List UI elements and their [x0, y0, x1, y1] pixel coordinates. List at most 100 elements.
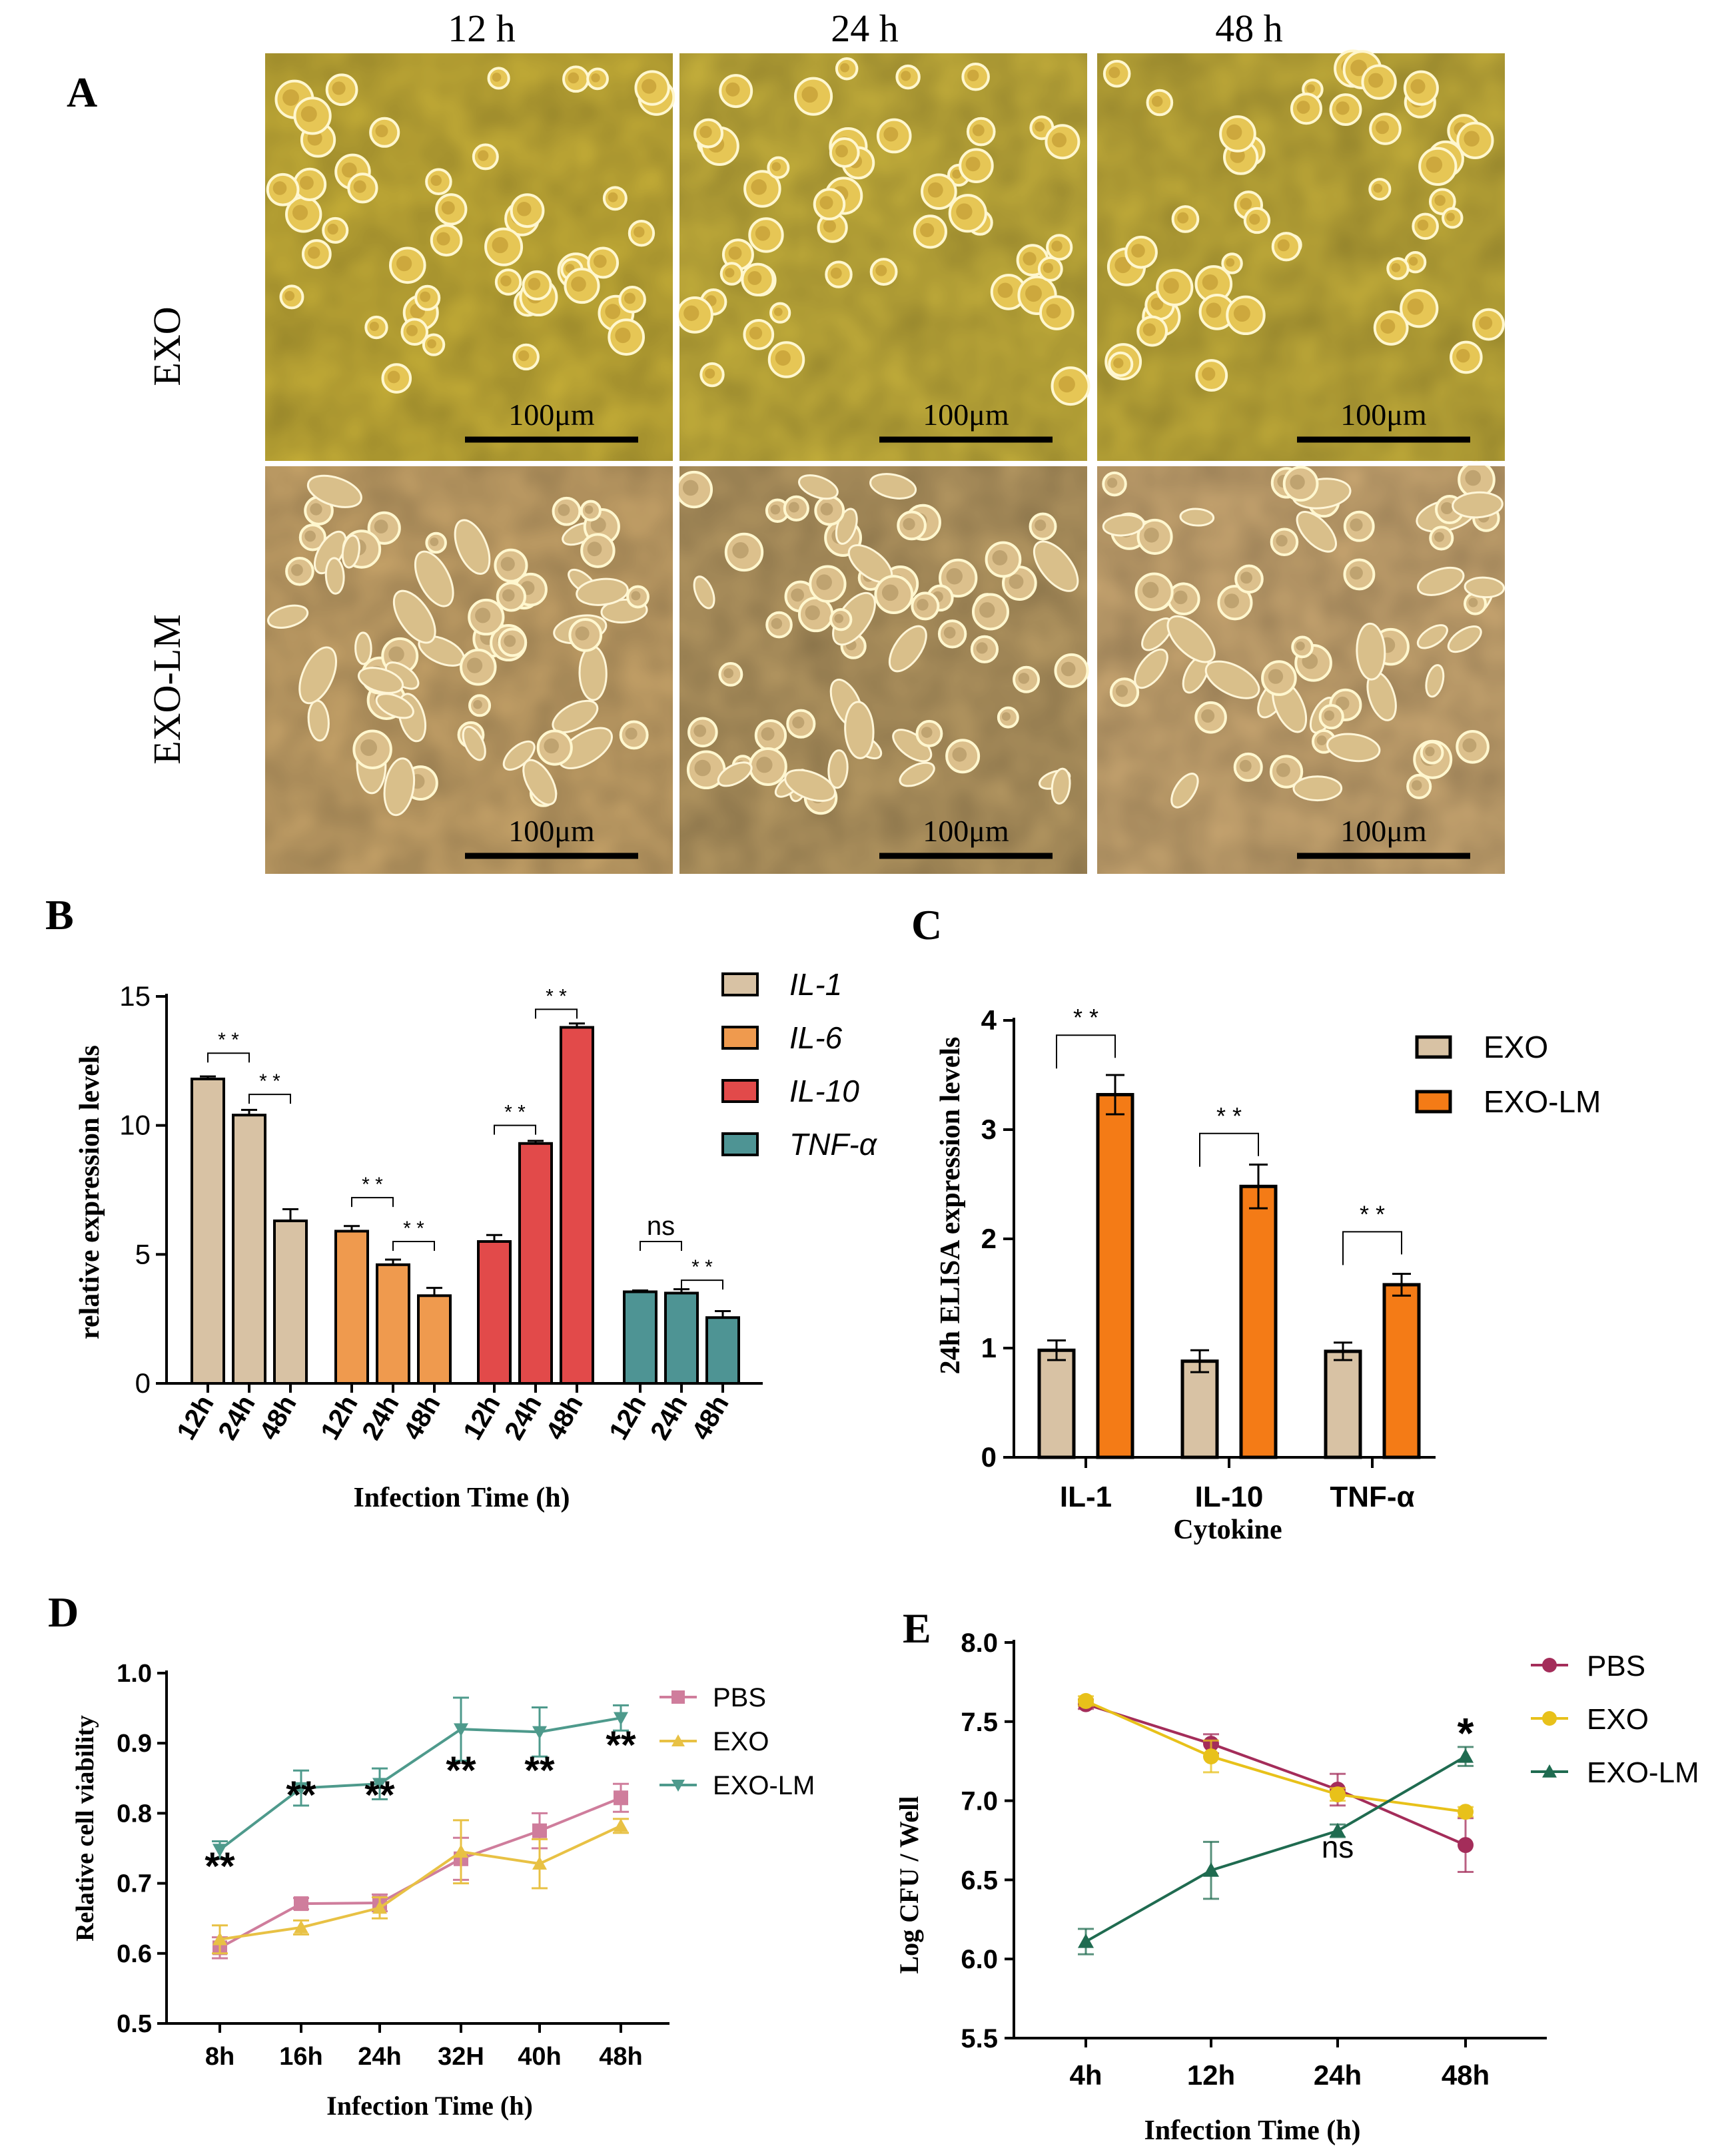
cell-nucleus [921, 727, 933, 738]
cell-nucleus [1468, 597, 1478, 607]
scale-bar-label: 100μm [923, 814, 1009, 848]
row-label-exo: EXO [145, 306, 189, 386]
cell-nucleus [500, 275, 512, 286]
cell-nucleus [840, 63, 849, 73]
cell-elongated [798, 474, 839, 500]
cell-elongated [1416, 624, 1448, 649]
legend-label-EXO-LM: EXO-LM [713, 1771, 815, 1800]
x-tick-label: 16h [279, 2043, 322, 2071]
cell-nucleus [1240, 198, 1252, 210]
legend-label-EXO: EXO [1587, 1703, 1649, 1736]
cell-elongated [1033, 540, 1079, 592]
x-tick-label: 24h [645, 1391, 693, 1445]
micrograph-r2-c2: 100μm [675, 466, 1089, 874]
cell-nucleus [478, 150, 489, 161]
cell-nucleus [608, 192, 618, 202]
cell-nucleus [732, 542, 749, 559]
cell-elongated [717, 761, 753, 787]
cell-nucleus [475, 607, 491, 623]
cell-nucleus [1276, 763, 1290, 777]
legend-marker-PBS [671, 1690, 685, 1704]
bar-IL-6-24h [376, 1263, 410, 1385]
significance-bracket [681, 1279, 723, 1290]
scale-bar-label: 100μm [508, 814, 595, 848]
cell-nucleus [1202, 274, 1218, 290]
cell-nucleus [1009, 574, 1024, 589]
cell-elongated [354, 631, 372, 665]
cell-nucleus [528, 278, 541, 290]
series-line-EXO-LM [1085, 1755, 1467, 1943]
cell-nucleus [805, 605, 820, 621]
cell-nucleus [952, 169, 961, 179]
legend-label-TNF-α: TNF-α [789, 1127, 878, 1162]
micrograph-r2-c1: 100μm [265, 466, 673, 874]
scale-bar-label: 100μm [508, 398, 595, 432]
legend-swatch-EXO [1415, 1035, 1452, 1059]
micrograph-r1-c2: 100μm [676, 53, 1090, 461]
significance-label: ** [364, 1774, 395, 1817]
x-tick-label: 48h [254, 1391, 302, 1445]
cell-nucleus [584, 505, 594, 514]
cell-nucleus [387, 370, 400, 384]
cell-nucleus [693, 724, 707, 737]
cell-nucleus [1201, 709, 1215, 723]
cell-nucleus [590, 517, 606, 533]
data-point-EXO-48h [1458, 1804, 1474, 1820]
cell-nucleus [883, 127, 899, 142]
significance-label: ** [524, 1749, 555, 1792]
cell-nucleus [1425, 747, 1435, 757]
cell-nucleus [927, 182, 943, 198]
cell-nucleus [1368, 73, 1384, 88]
cell-nucleus [427, 339, 436, 348]
legend-label-PBS: PBS [713, 1683, 766, 1712]
cell-nucleus [492, 73, 502, 82]
cell-elongated [1166, 615, 1216, 663]
cell-elongated [1425, 664, 1445, 698]
cell-elongated [844, 701, 875, 759]
cell-nucleus [300, 176, 314, 190]
cell-nucleus [571, 276, 586, 292]
cell-nucleus [761, 727, 775, 741]
cell-nucleus [1464, 131, 1480, 147]
cell-nucleus [771, 162, 781, 171]
panel-e-label: E [903, 1605, 931, 1652]
significance-label: * * [691, 1256, 713, 1278]
cell-nucleus [1350, 518, 1363, 532]
cell-elongated [693, 575, 715, 609]
cell-nucleus [1240, 571, 1252, 584]
cell-nucleus [801, 86, 818, 103]
series-line-EXO-LM [218, 1716, 622, 1851]
cell-nucleus [473, 700, 482, 709]
cell-nucleus [1409, 256, 1418, 266]
panel-d-x-axis-title: Infection Time (h) [326, 2091, 533, 2121]
cell-nucleus [634, 226, 645, 238]
cell-nucleus [369, 321, 379, 332]
cell-nucleus [1174, 590, 1188, 605]
panel-c-y-axis-title: 24h ELISA expression levels [935, 1037, 966, 1375]
bar-EXO-LM-IL-1 [1096, 1093, 1134, 1459]
cell-elongated [324, 557, 345, 595]
data-point-PBS-16h [294, 1896, 308, 1912]
significance-label: * * [259, 1070, 280, 1092]
cell-nucleus [436, 232, 450, 246]
cell-nucleus [1479, 316, 1493, 330]
data-point-EXO-LM-40h [532, 1726, 547, 1740]
significance-bracket [494, 1124, 536, 1135]
legend-label-EXO: EXO [713, 1727, 769, 1756]
data-point-EXO-LM-48h [1458, 1748, 1474, 1763]
data-point-EXO-LM-8h [213, 1844, 227, 1858]
series-line-PBS [1085, 1702, 1466, 1846]
cell-nucleus [1151, 95, 1163, 107]
bar-EXO-IL-10 [1180, 1359, 1219, 1459]
data-point-EXO-40h [532, 1856, 547, 1870]
significance-label: ns [1322, 1830, 1354, 1864]
cell-nucleus [1350, 566, 1363, 580]
cell-nucleus [1108, 67, 1120, 79]
cell-elongated [1452, 491, 1504, 519]
cell-elongated [1296, 511, 1337, 553]
cell-nucleus [517, 202, 532, 216]
y-tick-label: 0.9 [117, 1730, 152, 1758]
cell-nucleus [1059, 376, 1075, 393]
cell-nucleus [1412, 780, 1422, 791]
cell-nucleus [1373, 183, 1383, 193]
